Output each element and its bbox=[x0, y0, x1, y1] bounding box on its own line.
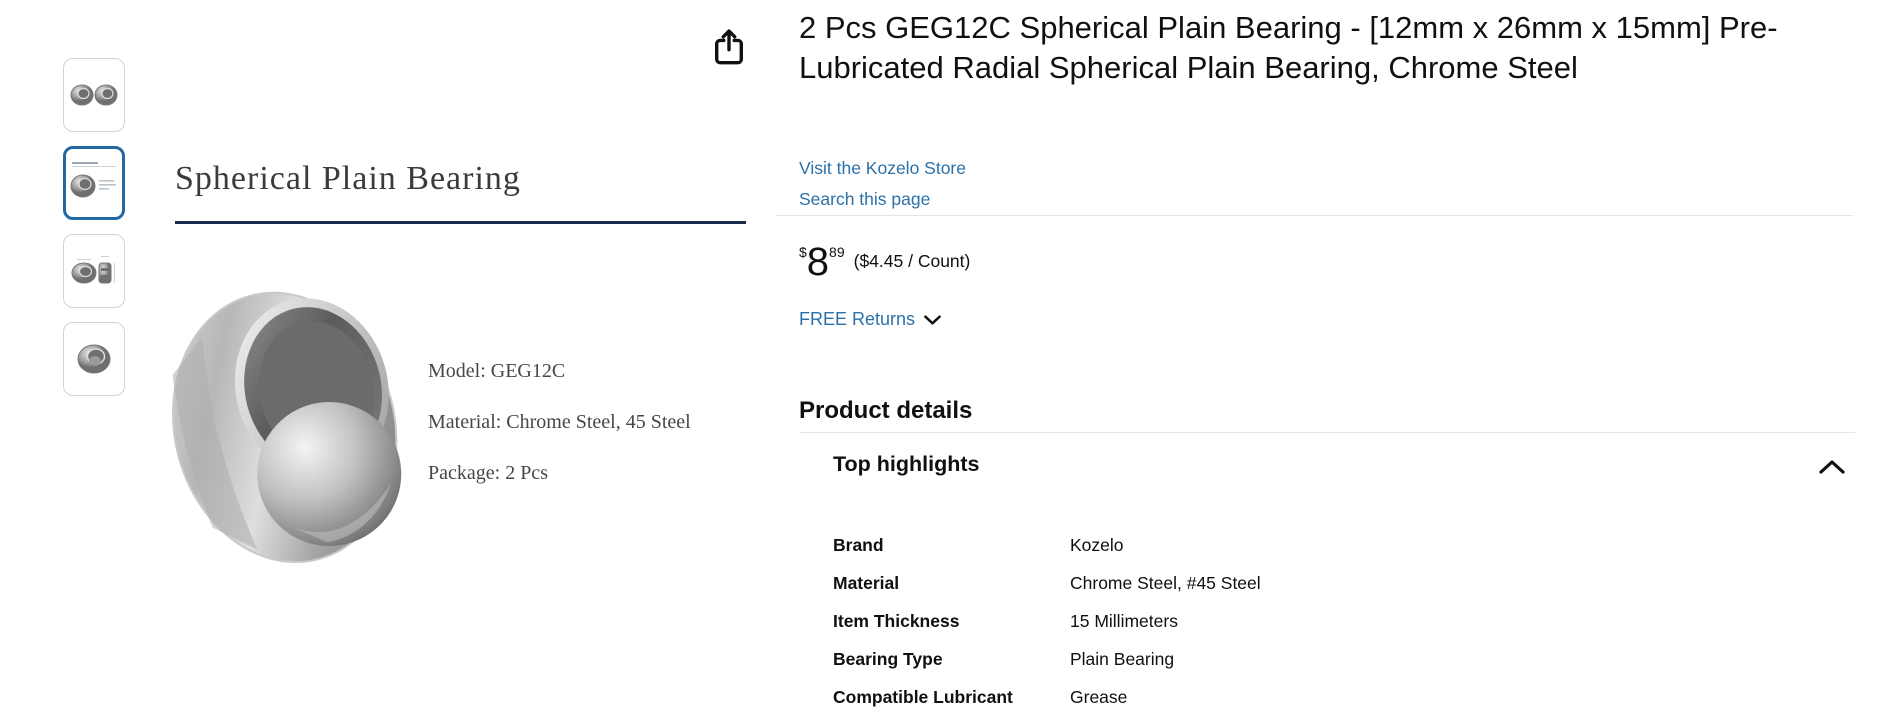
spec-value: Kozelo bbox=[1070, 535, 1124, 555]
chevron-up-icon bbox=[1818, 459, 1848, 475]
spec-label: Compatible Lubricant bbox=[833, 687, 1013, 707]
image-overlay-text: Model: GEG12C Material: Chrome Steel, 45… bbox=[428, 360, 691, 513]
top-highlights-heading: Top highlights bbox=[833, 452, 980, 476]
product-details-divider bbox=[799, 432, 1855, 433]
spec-label: Material bbox=[833, 573, 900, 593]
spec-value: Grease bbox=[1070, 687, 1128, 707]
share-button[interactable] bbox=[712, 26, 748, 68]
table-row: Item Thickness 15 Millimeters bbox=[833, 610, 1261, 633]
table-row: Brand Kozelo bbox=[833, 534, 1261, 557]
unit-price: ($4.45 / Count) bbox=[853, 251, 971, 271]
chevron-down-icon bbox=[924, 314, 941, 325]
share-icon bbox=[712, 27, 748, 67]
price-whole: 8 bbox=[806, 240, 830, 284]
model-line: Model: GEG12C bbox=[428, 360, 566, 382]
spec-value: 15 Millimeters bbox=[1070, 611, 1178, 631]
thumbnail-single-bearing[interactable] bbox=[63, 322, 125, 396]
bearing-pair-icon bbox=[68, 75, 120, 115]
spec-label: Bearing Type bbox=[833, 649, 943, 669]
spec-value: Plain Bearing bbox=[1070, 649, 1175, 669]
package-line: Package: 2 Pcs bbox=[428, 462, 548, 484]
thumbnail-info-card[interactable] bbox=[63, 146, 125, 220]
header-divider bbox=[776, 215, 1853, 216]
bearing-dimensions-icon bbox=[68, 247, 120, 295]
search-page-link[interactable]: Search this page bbox=[799, 189, 931, 209]
material-line: Material: Chrome Steel, 45 Steel bbox=[428, 411, 691, 433]
image-heading: Spherical Plain Bearing bbox=[175, 160, 521, 197]
thumbnail-two-bearings[interactable] bbox=[63, 58, 125, 132]
bearing-top-icon bbox=[71, 338, 117, 380]
spec-label: Item Thickness bbox=[833, 611, 960, 631]
free-returns-link[interactable]: FREE Returns bbox=[799, 309, 941, 330]
main-product-image[interactable] bbox=[168, 278, 413, 570]
spec-value: Chrome Steel, #45 Steel bbox=[1070, 573, 1261, 593]
product-title: 2 Pcs GEG12C Spherical Plain Bearing - [… bbox=[799, 10, 1778, 85]
image-heading-underline bbox=[175, 221, 746, 224]
table-row: Bearing Type Plain Bearing bbox=[833, 648, 1261, 671]
price: $ 8 89 ($4.45 / Count) bbox=[799, 241, 970, 283]
collapse-top-highlights-button[interactable] bbox=[1818, 456, 1848, 478]
product-details-heading: Product details bbox=[799, 397, 973, 424]
table-row: Material Chrome Steel, #45 Steel bbox=[833, 572, 1261, 595]
store-link[interactable]: Visit the Kozelo Store bbox=[799, 158, 966, 178]
top-highlights-table: Brand Kozelo Material Chrome Steel, #45 … bbox=[833, 534, 1261, 709]
price-fraction: 89 bbox=[829, 244, 845, 260]
price-symbol: $ bbox=[799, 244, 807, 260]
free-returns-label: FREE Returns bbox=[799, 309, 916, 329]
thumbnail-dimension-diagram[interactable] bbox=[63, 234, 125, 308]
thumbnail-rail bbox=[63, 58, 125, 396]
bearing-card-icon bbox=[68, 152, 120, 214]
table-row: Compatible Lubricant Grease bbox=[833, 686, 1261, 709]
spec-label: Brand bbox=[833, 535, 884, 555]
